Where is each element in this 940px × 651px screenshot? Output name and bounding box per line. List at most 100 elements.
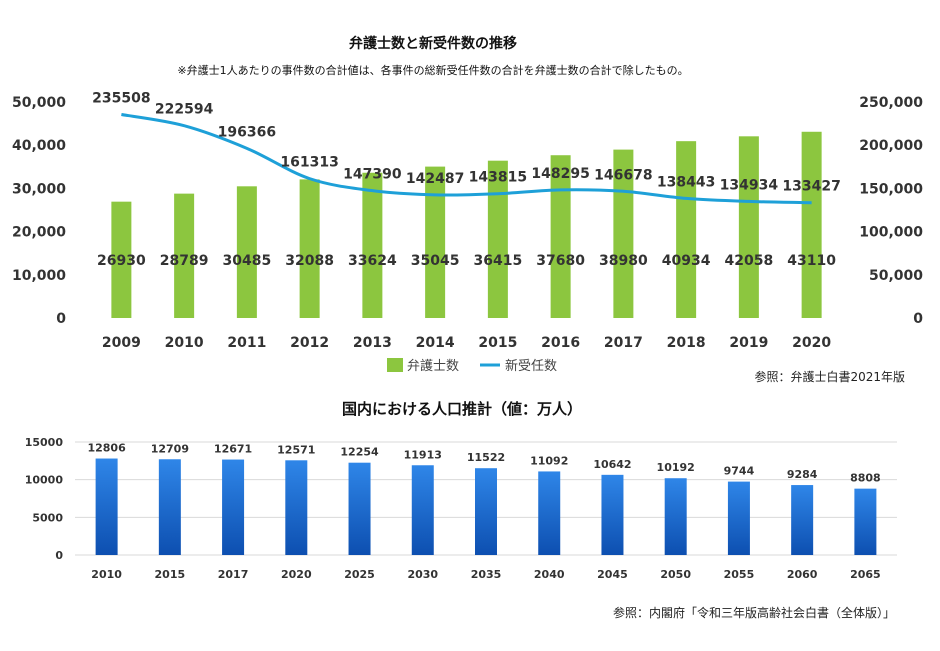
y-tick-label: 0 (55, 549, 63, 562)
bar-data-label: 10192 (657, 461, 695, 474)
line-new-cases (121, 113, 812, 205)
x-tick-label: 2035 (471, 568, 502, 581)
chart2-y-axis: 0 5000 10000 15000 (25, 436, 64, 562)
chart2-data-labels: 12806 12709 12671 12571 12254 11913 11522 11092… (87, 442, 880, 485)
x-tick-label: 2015 (155, 568, 186, 581)
y-right-tick-label: 50,000 (869, 268, 923, 284)
bar-data-label: 42058 (725, 253, 774, 269)
line-data-label: 138443 (657, 174, 715, 190)
bar-data-label: 30485 (223, 253, 272, 269)
chart1-source: 参照：弁護士白書2021年版 (754, 369, 905, 384)
chart1-data-labels: 26930 28789 30485 32088 33624 35045 36415 37680… (92, 91, 841, 269)
bar-data-label: 8808 (850, 472, 881, 485)
x-tick-label: 2040 (534, 568, 565, 581)
y-right-tick-label: 100,000 (859, 225, 923, 241)
bar-data-label: 33624 (348, 253, 397, 269)
bar-data-label: 12806 (87, 442, 126, 455)
line-data-label: 235508 (92, 91, 150, 107)
chart2-x-axis: 2010 2015 2017 2020 2025 2030 2035 2040 2045 2050… (91, 568, 880, 581)
x-tick-label: 2019 (729, 335, 768, 351)
bar-data-label: 37680 (536, 253, 585, 269)
y-right-tick-label: 250,000 (859, 95, 923, 111)
x-tick-label: 2013 (353, 335, 392, 351)
chart1-line (121, 113, 812, 205)
x-tick-label: 2030 (407, 568, 438, 581)
bar-data-label: 9284 (787, 468, 818, 481)
bar-data-label: 11092 (530, 454, 568, 467)
bar-data-label: 43110 (787, 253, 836, 269)
x-tick-label: 2017 (218, 568, 249, 581)
bar-lawyers (362, 172, 383, 318)
x-tick-label: 2010 (91, 568, 122, 581)
x-tick-label: 2017 (604, 335, 643, 351)
x-tick-label: 2018 (667, 335, 706, 351)
chart1-legend: 弁護士数 新受任数 (387, 358, 557, 374)
bar-population (475, 468, 497, 555)
bar-population (95, 458, 118, 555)
line-data-label: 142487 (406, 171, 464, 187)
x-tick-label: 2015 (478, 335, 517, 351)
y-tick-label: 5000 (32, 511, 63, 524)
x-tick-label: 2020 (281, 568, 312, 581)
bar-population (664, 478, 687, 555)
bar-data-label: 36415 (474, 253, 523, 269)
y-right-tick-label: 200,000 (859, 138, 923, 154)
bar-lawyers (236, 186, 257, 318)
bar-data-label: 38980 (599, 253, 648, 269)
bar-population (601, 474, 624, 555)
y-left-tick-label: 0 (56, 311, 66, 327)
line-data-label: 222594 (155, 102, 214, 118)
y-left-tick-label: 10,000 (12, 268, 66, 284)
x-tick-label: 2011 (227, 335, 266, 351)
x-tick-label: 2060 (787, 568, 818, 581)
line-data-label: 161313 (280, 155, 338, 171)
bar-population (727, 481, 750, 555)
bar-population (791, 485, 814, 555)
y-left-tick-label: 30,000 (12, 181, 66, 197)
chart1-x-axis: 2009 2010 2011 2012 2013 2014 2015 2016 2017 2018… (102, 335, 831, 351)
bar-data-label: 35045 (411, 253, 460, 269)
bar-data-label: 12571 (277, 443, 315, 456)
chart2-title: 国内における人口推計（値：万人） (342, 400, 582, 418)
bar-data-label: 40934 (662, 253, 711, 269)
legend-label-cases: 新受任数 (505, 358, 557, 374)
y-right-tick-label: 150,000 (859, 181, 923, 197)
line-data-label: 196366 (218, 124, 276, 140)
bar-data-label: 32088 (285, 253, 334, 269)
chart1-subtitle: ※弁護士1人あたりの事件数の合計値は、各事件の総新受任件数の合計を弁護士数の合計… (177, 63, 688, 77)
bar-data-label: 11522 (467, 451, 505, 464)
bar-population (222, 459, 245, 555)
y-right-tick-label: 0 (913, 311, 923, 327)
legend-label-lawyers: 弁護士数 (407, 358, 459, 374)
bar-lawyers (550, 155, 571, 318)
bar-population (538, 471, 561, 555)
y-tick-label: 15000 (25, 436, 64, 449)
line-data-label: 134934 (720, 177, 779, 193)
bar-data-label: 12671 (214, 443, 252, 456)
bar-population (411, 465, 434, 555)
x-tick-label: 2009 (102, 335, 141, 351)
bar-data-label: 12709 (151, 442, 189, 455)
line-data-label: 147390 (343, 167, 402, 183)
line-data-label: 133427 (782, 179, 840, 195)
chart2-source: 参照：内閣府「令和三年版高齢社会白書（全体版）」 (613, 605, 895, 620)
line-data-label: 148295 (531, 166, 589, 182)
x-tick-label: 2014 (416, 335, 455, 351)
x-tick-label: 2065 (850, 568, 881, 581)
bar-lawyers (425, 166, 446, 318)
bar-population (285, 460, 308, 555)
chart1-left-axis: 0 10,000 20,000 30,000 40,000 50,000 (12, 95, 66, 327)
bar-lawyers (299, 179, 320, 318)
x-tick-label: 2025 (344, 568, 375, 581)
x-tick-label: 2016 (541, 335, 580, 351)
bar-lawyers (487, 160, 508, 318)
x-tick-label: 2050 (660, 568, 691, 581)
x-tick-label: 2055 (724, 568, 755, 581)
bar-lawyers (801, 131, 822, 318)
x-tick-label: 2012 (290, 335, 329, 351)
bar-lawyers (111, 201, 132, 318)
x-tick-label: 2010 (165, 335, 204, 351)
bar-population (348, 462, 371, 555)
bar-lawyers (676, 141, 697, 318)
